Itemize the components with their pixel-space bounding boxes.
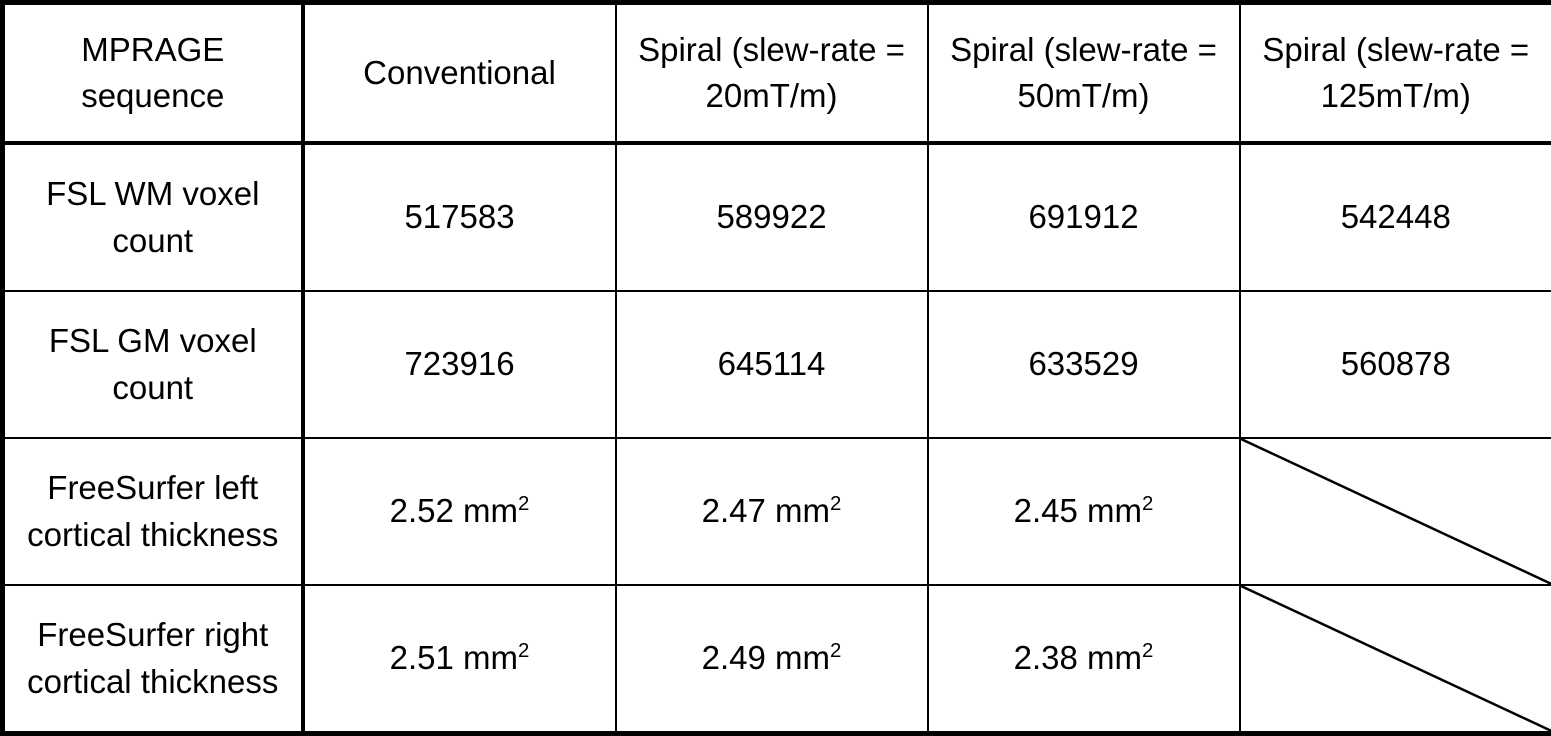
cell-value: 691912	[1028, 198, 1138, 235]
cell-fsl-wm-spiral-125: 542448	[1240, 143, 1551, 291]
cell-superscript: 2	[830, 492, 841, 515]
header-row: MPRAGE sequence Conventional Spiral (sle…	[3, 3, 1551, 144]
row-label-freesurfer-right: FreeSurfer right cortical thickness	[3, 585, 303, 734]
row-label-fsl-gm: FSL GM voxel count	[3, 291, 303, 438]
cell-fs-left-conventional: 2.52 mm2	[303, 438, 616, 585]
cell-fs-left-spiral-20: 2.47 mm2	[616, 438, 928, 585]
cell-value: 2.47 mm	[702, 492, 830, 529]
cell-fs-left-spiral-125-na	[1240, 438, 1551, 585]
cell-value: 517583	[404, 198, 514, 235]
header-cell-spiral-50: Spiral (slew-rate = 50mT/m)	[928, 3, 1240, 144]
table-row-fsl-wm: FSL WM voxel count 517583 589922 691912 …	[3, 143, 1551, 291]
cell-superscript: 2	[518, 639, 529, 662]
row-label-fsl-wm: FSL WM voxel count	[3, 143, 303, 291]
cell-value: 645114	[718, 345, 826, 382]
table-row-fsl-gm: FSL GM voxel count 723916 645114 633529 …	[3, 291, 1551, 438]
cell-superscript: 2	[830, 639, 841, 662]
cell-value: 2.51 mm	[390, 639, 518, 676]
header-cell-conventional: Conventional	[303, 3, 616, 144]
cell-fs-left-spiral-50: 2.45 mm2	[928, 438, 1240, 585]
diagonal-na-line	[1241, 586, 1551, 731]
cell-fsl-wm-conventional: 517583	[303, 143, 616, 291]
cell-value: 723916	[404, 345, 514, 382]
table-row-freesurfer-left: FreeSurfer left cortical thickness 2.52 …	[3, 438, 1551, 585]
cell-fsl-gm-spiral-125: 560878	[1240, 291, 1551, 438]
cell-value: 542448	[1341, 198, 1451, 235]
cell-value: 560878	[1341, 345, 1451, 382]
row-label-freesurfer-left: FreeSurfer left cortical thickness	[3, 438, 303, 585]
cell-fsl-wm-spiral-20: 589922	[616, 143, 928, 291]
cell-fs-right-spiral-125-na	[1240, 585, 1551, 734]
header-cell-mprage-sequence: MPRAGE sequence	[3, 3, 303, 144]
cell-fsl-wm-spiral-50: 691912	[928, 143, 1240, 291]
cell-fsl-gm-conventional: 723916	[303, 291, 616, 438]
cell-fs-right-conventional: 2.51 mm2	[303, 585, 616, 734]
cell-value: 2.45 mm	[1014, 492, 1142, 529]
cell-value: 2.52 mm	[390, 492, 518, 529]
cell-value: 2.38 mm	[1014, 639, 1142, 676]
cell-value: 589922	[716, 198, 826, 235]
cell-fsl-gm-spiral-50: 633529	[928, 291, 1240, 438]
diagonal-na-line	[1241, 439, 1551, 584]
cell-value: 633529	[1028, 345, 1138, 382]
cell-fsl-gm-spiral-20: 645114	[616, 291, 928, 438]
table-row-freesurfer-right: FreeSurfer right cortical thickness 2.51…	[3, 585, 1551, 734]
cell-superscript: 2	[1142, 492, 1153, 515]
cell-value: 2.49 mm	[702, 639, 830, 676]
cell-superscript: 2	[1142, 639, 1153, 662]
header-cell-spiral-125: Spiral (slew-rate = 125mT/m)	[1240, 3, 1551, 144]
cell-superscript: 2	[518, 492, 529, 515]
cell-fs-right-spiral-20: 2.49 mm2	[616, 585, 928, 734]
header-cell-spiral-20: Spiral (slew-rate = 20mT/m)	[616, 3, 928, 144]
cell-fs-right-spiral-50: 2.38 mm2	[928, 585, 1240, 734]
